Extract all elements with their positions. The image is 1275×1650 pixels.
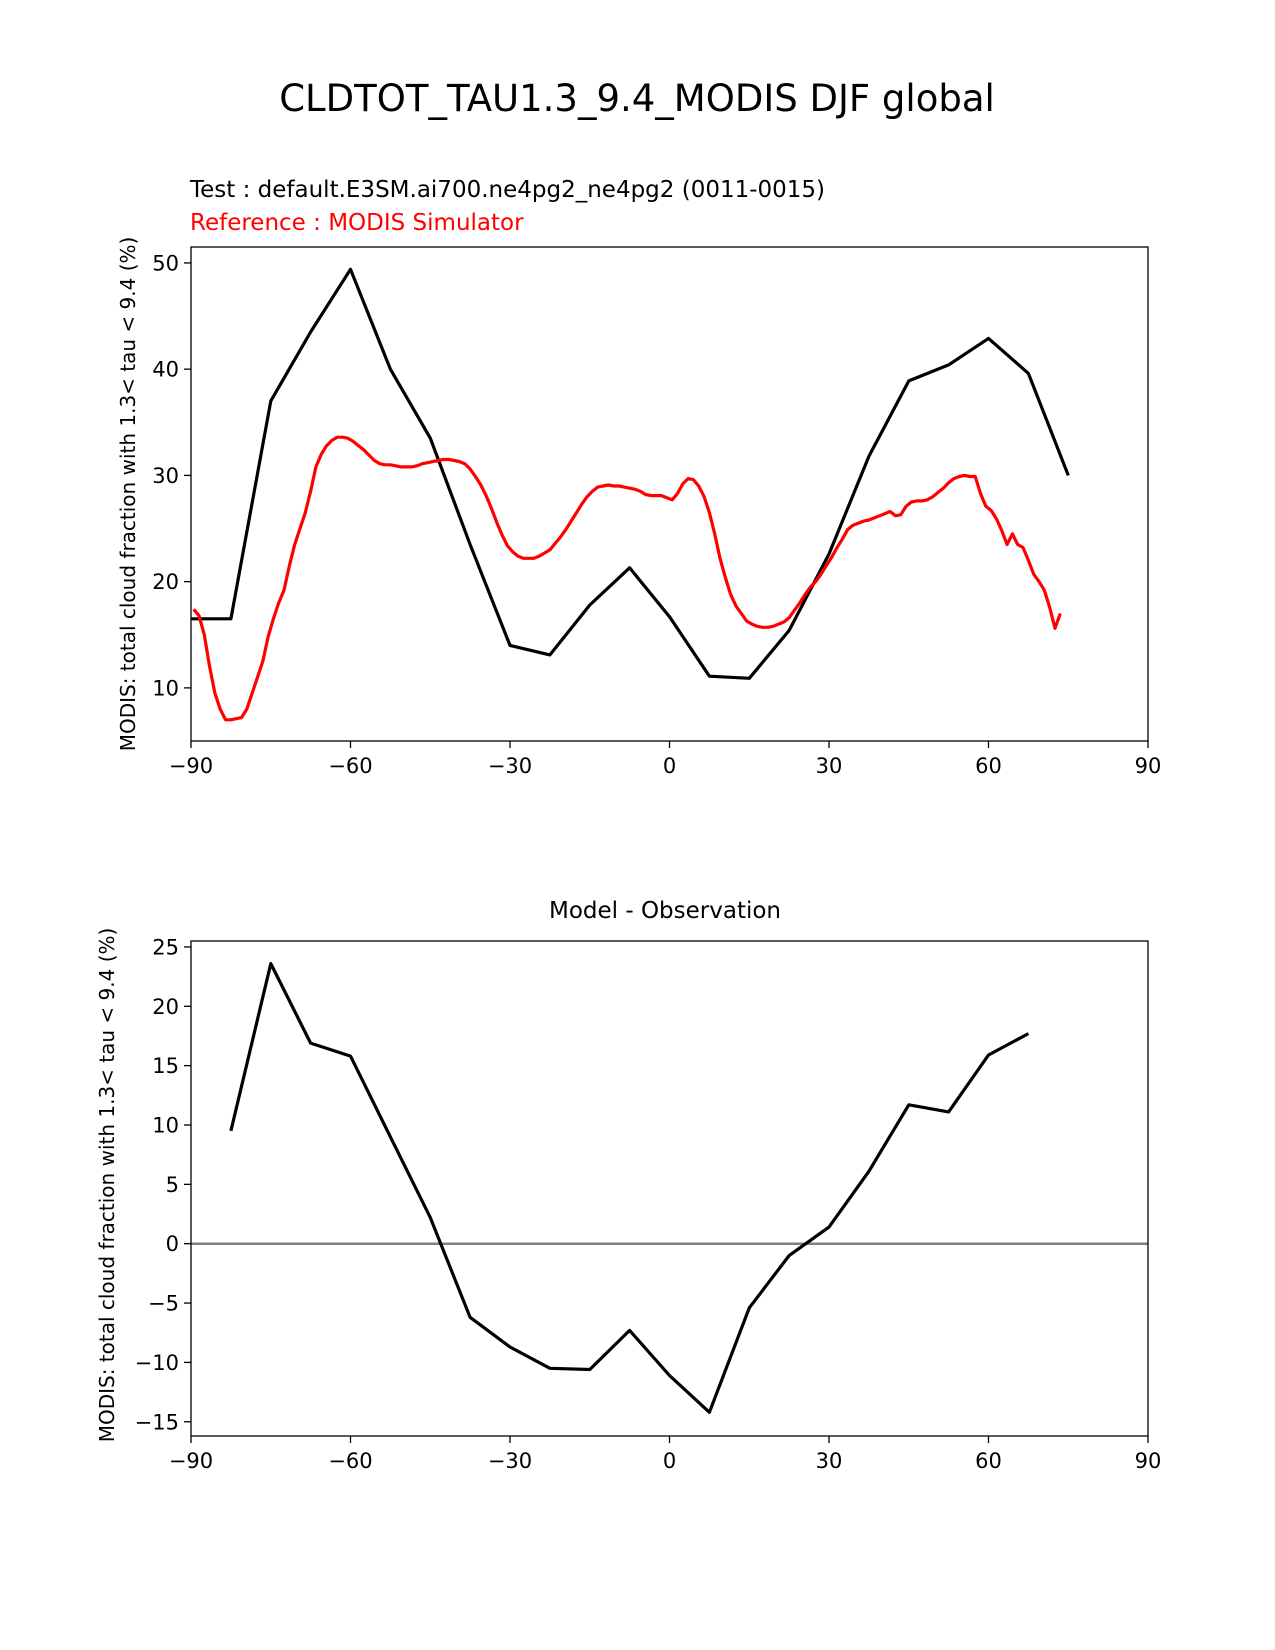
bottom-y-tick-label: 0 (166, 1232, 179, 1256)
reference-title: Reference : MODIS Simulator (190, 210, 524, 236)
top-y-tick-label: 40 (152, 358, 179, 382)
top-x-tick-label: 0 (663, 754, 676, 778)
top-y-axis-label: MODIS: total cloud fraction with 1.3< ta… (116, 237, 140, 752)
bottom-y-tick-label: 15 (152, 1054, 179, 1078)
top-axes-frame (190, 246, 1149, 742)
bottom-y-tick-label: 25 (152, 935, 179, 959)
bottom-x-tick-label: 30 (816, 1449, 843, 1473)
bottom-x-tick-label: −60 (328, 1449, 372, 1473)
bottom-axes-frame (190, 940, 1149, 1437)
top-panel: Test : default.E3SM.ai700.ne4pg2_ne4pg2 … (116, 177, 1161, 778)
top-y-tick-label: 10 (152, 676, 179, 700)
bottom-y-tick-label: −15 (135, 1410, 179, 1434)
bottom-difference-series-line (229, 961, 1030, 1414)
difference-title: Model - Observation (549, 898, 781, 924)
bottom-x-tick-label: −90 (169, 1449, 213, 1473)
figure-title: CLDTOT_TAU1.3_9.4_MODIS DJF global (279, 77, 995, 120)
bottom-y-tick-label: −10 (135, 1351, 179, 1375)
bottom-panel: Model - Observation MODIS: total cloud f… (95, 898, 1161, 1473)
bottom-y-tick-label: −5 (148, 1292, 179, 1316)
bottom-y-axis-label: MODIS: total cloud fraction with 1.3< ta… (95, 928, 119, 1443)
bottom-x-tick-label: 90 (1135, 1449, 1162, 1473)
top-y-tick-label: 50 (152, 251, 179, 275)
top-plot-area: −90 −60 −30 0 30 60 90 10 20 30 40 50 (152, 246, 1162, 778)
bottom-y-tick-label: 5 (166, 1173, 179, 1197)
top-reference-series-line (192, 435, 1062, 722)
bottom-x-tick-label: 60 (975, 1449, 1002, 1473)
top-x-tick-label: −60 (328, 754, 372, 778)
top-y-tick-label: 30 (152, 464, 179, 488)
top-x-tick-label: −90 (169, 754, 213, 778)
test-title: Test : default.E3SM.ai700.ne4pg2_ne4pg2 … (189, 177, 825, 203)
bottom-x-tick-label: 0 (663, 1449, 676, 1473)
bottom-x-tick-label: −30 (488, 1449, 532, 1473)
bottom-plot-area: −90 −60 −30 0 30 60 90 −15 −10 −5 0 5 10 15 20 25 (135, 935, 1162, 1473)
bottom-y-tick-label: 20 (152, 995, 179, 1019)
top-x-tick-label: 90 (1135, 754, 1162, 778)
top-x-tick-label: −30 (488, 754, 532, 778)
top-x-tick-label: 30 (816, 754, 843, 778)
top-x-tick-label: 60 (975, 754, 1002, 778)
bottom-y-tick-label: 10 (152, 1113, 179, 1137)
top-y-tick-label: 20 (152, 570, 179, 594)
top-test-series-line (191, 267, 1070, 680)
